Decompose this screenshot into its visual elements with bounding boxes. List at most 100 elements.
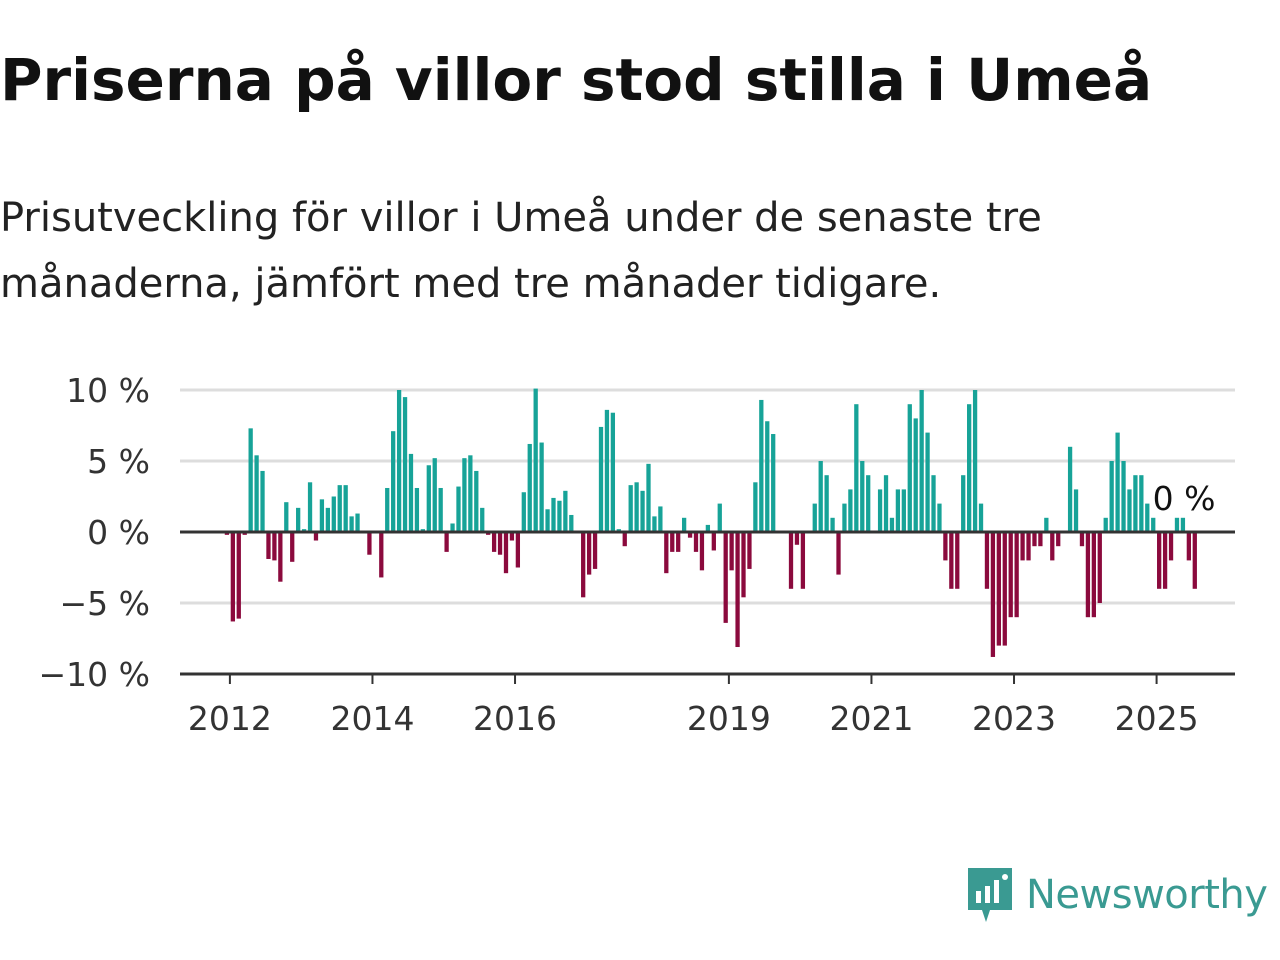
bar [1192, 532, 1197, 589]
bar [1050, 532, 1055, 561]
bar [794, 532, 800, 545]
x-tick-label: 2019 [687, 699, 771, 738]
bar [978, 503, 984, 532]
bar [753, 482, 758, 532]
bar [771, 434, 776, 532]
bar [1133, 475, 1138, 532]
bar [284, 502, 289, 532]
bar [1026, 532, 1031, 561]
bar [723, 532, 728, 623]
bar [592, 532, 598, 569]
y-axis-ticks: 10 % 5 % 0 % −5 % −10 % [39, 371, 151, 694]
bar [729, 532, 734, 571]
bar [830, 517, 835, 532]
bar [539, 442, 544, 532]
bar [741, 532, 746, 598]
x-axis-ticks: 2012 2014 2016 2019 2021 2023 2025 [188, 674, 1199, 738]
bar [996, 532, 1001, 646]
bar [343, 485, 348, 532]
bar [349, 516, 354, 532]
bar [462, 458, 467, 532]
chart-subtitle: Prisutveckling för villor i Umeå under d… [0, 195, 1042, 307]
bar [913, 418, 918, 532]
bar [260, 470, 265, 532]
bar [634, 482, 639, 532]
bar [581, 532, 586, 598]
bar [551, 497, 556, 532]
bar [1103, 517, 1108, 532]
bar [337, 485, 342, 532]
bar [396, 390, 402, 532]
x-tick-label: 2025 [1115, 699, 1199, 738]
bar [919, 390, 924, 532]
bar [705, 524, 711, 532]
bar [355, 513, 360, 532]
bar [759, 399, 764, 532]
bar [1097, 532, 1102, 603]
bar [818, 461, 823, 532]
bar [1162, 532, 1168, 589]
bar [812, 503, 817, 532]
x-tick-label: 2023 [972, 699, 1056, 738]
brand-name: Newsworthy [1026, 872, 1268, 918]
bar [1121, 461, 1126, 532]
bar [687, 532, 693, 538]
bar [325, 507, 330, 532]
bar [652, 516, 657, 532]
bar [658, 506, 663, 532]
bar [1157, 532, 1162, 589]
bar [385, 487, 390, 532]
bar [699, 532, 705, 571]
bar [1002, 532, 1007, 646]
bar [414, 487, 420, 532]
newsworthy-logo-icon [968, 868, 1012, 922]
bar [456, 486, 461, 532]
bar [937, 503, 942, 532]
bar [967, 404, 972, 532]
bar [717, 503, 722, 532]
bar [735, 532, 740, 648]
bar [693, 532, 699, 552]
bar [1109, 461, 1114, 532]
bars [224, 388, 1197, 657]
bar [491, 532, 497, 552]
bar [230, 532, 235, 622]
x-tick-label: 2012 [188, 699, 272, 738]
bar [676, 532, 681, 552]
bar [955, 532, 960, 589]
bar [949, 532, 954, 589]
bar [307, 482, 313, 532]
bar [1038, 532, 1043, 547]
bar [1067, 446, 1073, 532]
bar [438, 487, 443, 532]
bar [468, 455, 473, 532]
bar [527, 443, 532, 532]
bar [569, 514, 574, 532]
bar [1008, 532, 1013, 618]
bar [432, 458, 437, 532]
bar [1020, 532, 1025, 561]
bar [1127, 489, 1132, 532]
bar [889, 517, 895, 532]
bar [444, 532, 449, 552]
bar [426, 465, 431, 532]
brand-logo: Newsworthy [964, 864, 1268, 926]
bar [866, 475, 871, 532]
bar [1073, 489, 1079, 532]
y-tick-label: 0 % [87, 513, 150, 552]
bar [1115, 432, 1120, 532]
bar [860, 461, 865, 532]
y-tick-label: −10 % [39, 655, 151, 694]
bar [622, 532, 627, 547]
bar [1174, 517, 1180, 532]
bar [1151, 517, 1156, 532]
bar [640, 490, 645, 532]
bar [521, 492, 526, 532]
bar [711, 532, 716, 551]
bar [931, 475, 936, 532]
bar [848, 489, 853, 532]
bar [290, 532, 295, 562]
bar [610, 412, 616, 532]
bar [557, 500, 562, 532]
bar [254, 455, 259, 532]
